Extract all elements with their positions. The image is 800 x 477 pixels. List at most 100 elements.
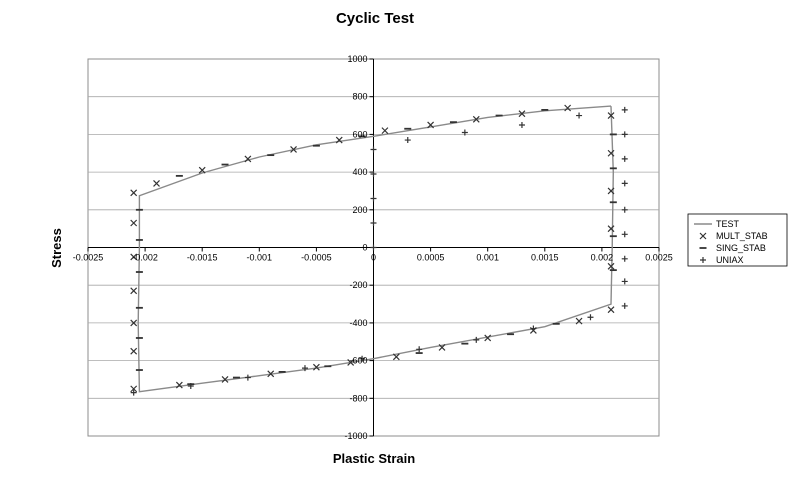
x-tick-label: 0.0015: [531, 253, 559, 263]
y-tick-label: -400: [349, 318, 367, 328]
data-point-mult-stab: [153, 179, 160, 187]
chart-title: Cyclic Test: [336, 10, 414, 27]
data-point-mult-stab: [347, 359, 355, 366]
data-point-uniax: [621, 231, 628, 238]
data-point-uniax: [621, 155, 628, 162]
data-point-uniax: [370, 219, 377, 226]
data-point-mult-stab: [130, 189, 138, 197]
data-point-mult-stab: [607, 187, 615, 195]
x-axis-title: Plastic Strain: [333, 451, 415, 466]
data-point-uniax: [359, 355, 366, 362]
data-point-mult-stab: [607, 262, 615, 270]
data-point-mult-stab: [244, 155, 252, 163]
data-point-uniax: [370, 170, 377, 177]
data-point-uniax: [370, 244, 377, 251]
y-tick-label: -800: [349, 393, 367, 403]
data-point-uniax: [301, 365, 308, 372]
data-point-uniax: [621, 180, 628, 187]
y-tick-label: 800: [352, 92, 367, 102]
data-point-mult-stab: [130, 287, 138, 295]
x-tick-label: -0.0015: [187, 253, 218, 263]
data-point-uniax: [518, 121, 525, 128]
series-test: [137, 105, 615, 393]
y-tick-label: -1000: [344, 431, 367, 441]
series-sing-stab: [135, 108, 617, 386]
legend-box: [687, 213, 788, 267]
data-point-mult-stab: [290, 146, 297, 153]
data-point-mult-stab: [427, 121, 435, 129]
data-point-uniax: [244, 374, 251, 381]
data-point-mult-stab: [607, 225, 615, 233]
data-point-mult-stab: [130, 385, 138, 393]
legend-swatch-uniax: [700, 257, 706, 263]
data-point-uniax: [587, 314, 594, 321]
legend-label-mult-stab: MULT_STAB: [716, 231, 768, 241]
data-point-mult-stab: [130, 347, 138, 355]
data-point-uniax: [461, 129, 468, 136]
data-point-uniax: [621, 255, 628, 262]
legend-label-test: TEST: [716, 219, 740, 229]
legend-item-mult-stab: MULT_STAB: [699, 231, 768, 241]
legend: TEST MULT_STAB SING_STAB UNIAX: [687, 213, 788, 267]
data-point-mult-stab: [175, 381, 183, 389]
data-point-uniax: [130, 389, 137, 396]
x-tick-label: -0.0025: [73, 253, 104, 263]
data-point-mult-stab: [392, 353, 400, 361]
y-axis-title: Stress: [49, 228, 64, 268]
x-tick-label: -0.001: [247, 253, 273, 263]
data-point-mult-stab: [575, 317, 583, 325]
series-uniax: [130, 106, 628, 396]
data-point-mult-stab: [607, 149, 615, 157]
legend-item-uniax: UNIAX: [700, 255, 744, 265]
data-point-mult-stab: [484, 334, 492, 342]
x-tick-label: -0.0005: [301, 253, 332, 263]
series-line-test: [137, 105, 615, 393]
x-tick-label: 0.001: [476, 253, 499, 263]
y-tick-label: -200: [349, 280, 367, 290]
legend-label-sing-stab: SING_STAB: [716, 243, 766, 253]
data-point-mult-stab: [130, 253, 138, 261]
data-point-uniax: [621, 131, 628, 138]
data-point-uniax: [621, 206, 628, 213]
data-point-mult-stab: [335, 136, 343, 144]
data-point-uniax: [621, 106, 628, 113]
legend-label-uniax: UNIAX: [716, 255, 744, 265]
data-point-uniax: [473, 336, 480, 343]
y-tick-label: 0: [362, 243, 367, 253]
plot-area: -0.0025 -0.002 -0.0015 -0.001 -0.0005 0 0.0005…: [73, 54, 673, 441]
data-point-uniax: [370, 146, 377, 153]
data-point-mult-stab: [381, 127, 389, 135]
x-tick-label: 0.0025: [645, 253, 673, 263]
y-tick-label: 200: [352, 205, 367, 215]
data-point-mult-stab: [267, 370, 275, 378]
data-point-mult-stab: [130, 219, 138, 227]
legend-item-sing-stab: SING_STAB: [699, 243, 766, 253]
y-tick-label: -600: [349, 356, 367, 366]
legend-item-test: TEST: [694, 219, 740, 229]
y-tick-label: 1000: [347, 54, 367, 64]
data-point-mult-stab: [472, 115, 480, 123]
data-point-uniax: [530, 325, 537, 332]
data-point-uniax: [404, 137, 411, 144]
data-point-mult-stab: [130, 319, 138, 327]
data-point-mult-stab: [438, 343, 446, 351]
x-tick-label: -0.002: [132, 253, 158, 263]
data-point-uniax: [416, 346, 423, 353]
data-point-uniax: [370, 195, 377, 202]
series-mult-stab: [130, 104, 615, 393]
x-tick-label: 0.0005: [417, 253, 445, 263]
data-point-uniax: [621, 302, 628, 309]
x-tick-label: 0.002: [591, 253, 614, 263]
data-point-mult-stab: [312, 363, 320, 371]
series-layer: [130, 104, 628, 396]
data-point-mult-stab: [607, 112, 615, 119]
data-point-mult-stab: [518, 110, 526, 118]
data-point-mult-stab: [221, 376, 229, 383]
data-point-mult-stab: [198, 166, 206, 174]
data-point-uniax: [187, 383, 194, 390]
y-tick-label: 400: [352, 167, 367, 177]
data-point-uniax: [576, 112, 583, 119]
x-tick-label: 0: [371, 253, 376, 263]
data-point-mult-stab: [564, 104, 572, 112]
